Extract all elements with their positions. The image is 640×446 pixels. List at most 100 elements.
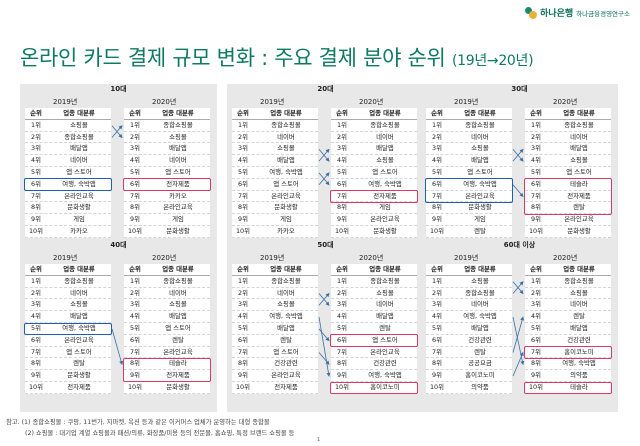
category-cell: 쇼핑몰: [471, 276, 489, 285]
table-row: 6위 건강관련: [426, 335, 512, 347]
category-cell: 종합쇼핑몰: [370, 276, 400, 285]
category-cell: 배달앱: [376, 144, 394, 153]
rank-cell: 3위: [31, 300, 41, 309]
table-row: 6위 여행, 숙박앱: [426, 179, 512, 191]
ranking-table-2019: 순위 업종 대분류 1위 종합쇼핑몰 2위 네이버 3위 쇼핑몰 4위 배달앱 5위 여행, 숙박앱 6…: [25, 264, 111, 394]
logo-institute-name: 하나금융경영연구소: [576, 9, 630, 18]
table-row: 6위 테슬라: [525, 179, 611, 191]
category-cell: 여행, 숙박앱: [463, 312, 497, 321]
category-cell: 렌탈: [573, 203, 585, 212]
rank-cell: 10위: [28, 226, 43, 235]
category-cell: 앱 스토어: [66, 347, 92, 356]
year-b-label: 2020년: [152, 254, 177, 262]
table-row: 5위 여행, 숙박앱: [25, 323, 111, 335]
category-cell: 배달앱: [471, 156, 489, 165]
group-label: 20대: [317, 85, 334, 93]
rank-header: 순위: [30, 109, 42, 117]
table-row: 8위 온라인교육: [124, 202, 210, 215]
rank-cell: 3위: [31, 144, 41, 153]
group-label: 60대 이상: [503, 241, 536, 249]
category-cell: 테슬라: [169, 359, 187, 368]
category-cell: 여행, 숙박앱: [368, 371, 402, 380]
rank-cell: 3위: [238, 144, 248, 153]
year-b-label: 2020년: [553, 254, 578, 262]
category-cell: 전자제품: [166, 179, 190, 188]
highlight-box-2019: [24, 322, 112, 336]
group-label: 40대: [110, 241, 127, 249]
rank-header: 순위: [30, 265, 42, 273]
highlight-box-2020: [123, 178, 211, 192]
rank-change-arrow: [512, 184, 524, 198]
category-cell: 쇼핑몰: [471, 144, 489, 153]
rank-header: 순위: [237, 109, 249, 117]
category-cell: 게임: [474, 215, 486, 224]
table-header-row: 순위 업종 대분류: [25, 108, 111, 120]
category-header: 업종 대분류: [563, 265, 595, 273]
table-row: 10위 문화생활: [331, 226, 417, 238]
highlight-box-2020: [524, 346, 612, 359]
category-cell: 문화생활: [67, 371, 91, 380]
table-row: 6위 렌탈: [124, 335, 210, 347]
table-row: 1위 종합쇼핑몰: [124, 120, 210, 132]
category-cell: 종합쇼핑몰: [64, 132, 94, 141]
category-header: 업종 대분류: [369, 109, 401, 117]
table-row: 10위 문화생활: [124, 226, 210, 238]
category-cell: 네이버: [70, 288, 88, 297]
table-row: 1위 쇼핑몰: [426, 276, 512, 288]
rank-change-arrow: [318, 148, 330, 162]
ranking-table-2020: 순위 업종 대분류 1위 종합쇼핑몰 2위 쇼핑몰 3위 배달앱 4위 네이버 5위 앱 스토어 6위 전…: [124, 108, 210, 238]
year-a-label: 2019년: [454, 98, 479, 106]
table-row: 10위 테슬라: [525, 382, 611, 394]
category-cell: 게임: [73, 215, 85, 224]
category-cell: 온라인교육: [64, 335, 94, 344]
highlight-box-2020: [330, 381, 418, 395]
rank-cell: 6위: [337, 179, 347, 188]
table-row: 9위 게임: [232, 214, 318, 226]
rank-cell: 4위: [337, 156, 347, 165]
category-cell: 종합쇼핑몰: [564, 276, 594, 285]
rank-change-arrow: [512, 149, 524, 162]
category-header: 업종 대분류: [162, 265, 194, 273]
rank-cell: 9위: [238, 215, 248, 224]
year-a-label: 2019년: [53, 98, 78, 106]
highlight-box-2020: [524, 381, 612, 395]
rank-cell: 8위: [238, 359, 248, 368]
category-cell: 앱 스토어: [273, 179, 299, 188]
ranking-table-2020: 순위 업종 대분류 1위 종합쇼핑몰 2위 네이버 3위 배달앱 4위 쇼핑몰 5위 앱 스토어 6위 테…: [525, 108, 611, 238]
rank-cell: 10위: [429, 226, 444, 235]
highlight-box-2020: [524, 178, 612, 215]
category-cell: 렌탈: [573, 312, 585, 321]
table-header-row: 순위 업종 대분류: [124, 108, 210, 120]
table-header-row: 순위 업종 대분류: [331, 108, 417, 120]
category-cell: 네이버: [277, 132, 295, 141]
rank-cell: 7위: [238, 191, 248, 200]
table-row: 9위 의약품: [525, 370, 611, 382]
table-row: 8위 건강관련: [331, 358, 417, 371]
category-cell: 게임: [280, 215, 292, 224]
rank-cell: 2위: [531, 288, 541, 297]
category-cell: 종합쇼핑몰: [271, 120, 301, 129]
category-cell: 쇼핑몰: [169, 132, 187, 141]
rank-cell: 3위: [337, 144, 347, 153]
rank-header: 순위: [237, 265, 249, 273]
table-row: 2위 쇼핑몰: [124, 132, 210, 144]
table-row: 3위 쇼핑몰: [124, 299, 210, 312]
category-cell: 렌탈: [73, 359, 85, 368]
group-label: 50대: [317, 241, 334, 249]
category-cell: 쇼핑몰: [570, 156, 588, 165]
logo: 하나은행 하나금융경영연구소: [525, 6, 630, 19]
category-cell: 종합쇼핑몰: [465, 288, 495, 297]
rank-cell: 7위: [531, 191, 541, 200]
rank-cell: 2위: [337, 132, 347, 141]
rank-cell: 8위: [531, 203, 541, 212]
category-header: 업종 대분류: [162, 109, 194, 117]
category-cell: 문화생활: [166, 382, 190, 391]
table-row: 8위 문화생활: [232, 202, 318, 215]
category-cell: 게임: [379, 203, 391, 212]
year-a-label: 2019년: [260, 254, 285, 262]
rank-cell: 9위: [238, 371, 248, 380]
category-header: 업종 대분류: [464, 109, 496, 117]
table-row: 4위 배달앱: [124, 311, 210, 323]
rank-cell: 4위: [130, 156, 140, 165]
rank-cell: 3위: [337, 300, 347, 309]
